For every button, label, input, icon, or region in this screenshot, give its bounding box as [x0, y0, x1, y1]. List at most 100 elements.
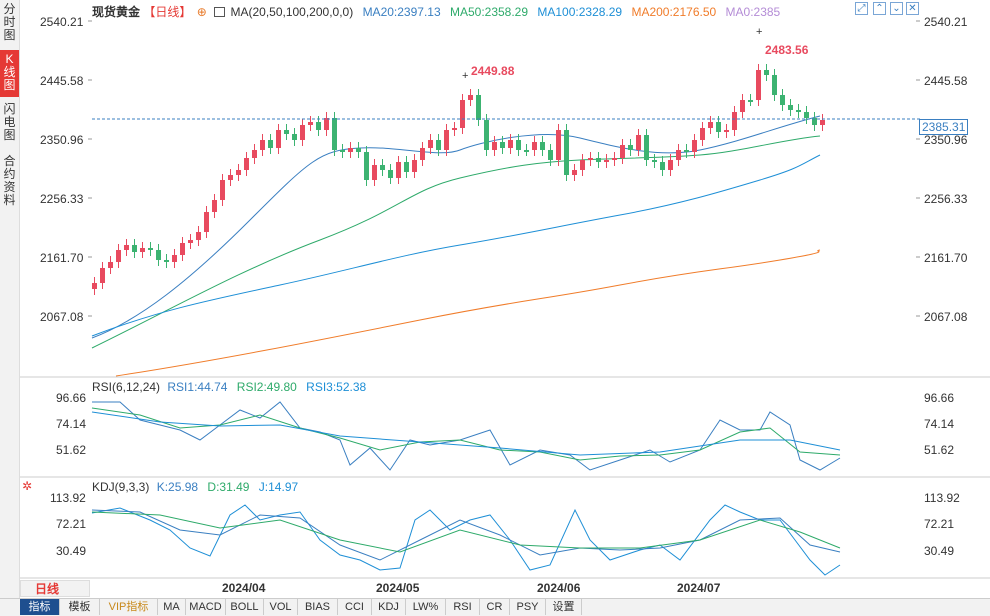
candle-body: [116, 250, 121, 262]
candle-body: [196, 232, 201, 240]
toolbar-rsi[interactable]: RSI: [446, 599, 480, 615]
moving-average-lines: [91, 115, 821, 377]
current-price-label: 2385.31: [919, 119, 969, 135]
tab-char: 资: [3, 180, 16, 194]
candle-body: [708, 122, 713, 128]
kdj-line: [91, 509, 841, 561]
toolbar-cr[interactable]: CR: [480, 599, 510, 615]
candlestick-series: [92, 64, 825, 295]
rsi-tick-left: 96.66: [56, 391, 87, 405]
chevron-down-icon[interactable]: ⌄: [890, 2, 903, 15]
toolbar-templates[interactable]: 模板: [60, 599, 100, 615]
candle-body: [156, 250, 161, 260]
toolbar-vip-indicators[interactable]: VIP指标: [100, 599, 158, 615]
x-axis-label: 2024/06: [537, 581, 581, 595]
chevron-up-icon[interactable]: ⌃: [873, 2, 886, 15]
indicator-settings-icon[interactable]: [214, 7, 226, 17]
candle-body: [436, 140, 441, 150]
rsi-lines: [91, 401, 841, 471]
moving-average-line: [91, 115, 821, 339]
rsi-tick-right: 51.62: [924, 443, 955, 457]
close-icon[interactable]: ✕: [906, 2, 919, 15]
candle-body: [236, 170, 241, 175]
tab-char: 料: [3, 193, 16, 207]
candle-body: [412, 160, 417, 172]
instrument-name: 现货黄金: [92, 5, 141, 19]
moving-average-line: [115, 249, 821, 377]
candle-body: [492, 142, 497, 150]
chart-type-sidebar: 分 时 图 K 线 图 闪 电 图 合 约 资 料: [0, 0, 20, 598]
candle-body: [804, 112, 809, 118]
kline-chart-canvas[interactable]: ++: [20, 0, 990, 580]
kdj-line: [91, 504, 841, 576]
tab-kline[interactable]: K 线 图: [0, 50, 19, 97]
tab-flash-chart[interactable]: 闪 电 图: [0, 100, 19, 147]
candle-body: [124, 245, 129, 250]
toolbar-vol[interactable]: VOL: [264, 599, 298, 615]
toolbar-bias[interactable]: BIAS: [298, 599, 338, 615]
x-axis-label: 2024/07: [677, 581, 721, 595]
toolbar-macd[interactable]: MACD: [186, 599, 226, 615]
tab-contract-info[interactable]: 合 约 资 料: [0, 152, 19, 212]
moving-average-line: [91, 135, 821, 349]
candle-body: [132, 245, 137, 252]
candle-body: [396, 162, 401, 178]
candle-body: [180, 243, 185, 255]
period-tag: 【日线】: [143, 5, 192, 19]
tab-char: 线: [3, 65, 16, 79]
candle-body: [524, 150, 529, 152]
price-tick-left: 2540.21: [40, 15, 84, 29]
price-tick-right: 2067.08: [924, 310, 968, 324]
period-selector[interactable]: 日线: [20, 580, 90, 597]
candle-body: [556, 130, 561, 160]
rsi-tick-left: 74.14: [56, 417, 87, 431]
settings-gear-icon[interactable]: ✲: [22, 479, 33, 493]
candle-body: [460, 100, 465, 128]
candle-body: [612, 158, 617, 160]
candle-body: [324, 118, 329, 130]
toolbar-kdj[interactable]: KDJ: [372, 599, 406, 615]
candle-body: [308, 122, 313, 125]
candle-body: [92, 283, 97, 289]
ma0-value: MA0:2385: [725, 5, 781, 19]
tab-char: 时: [3, 15, 16, 29]
candle-body: [596, 158, 601, 162]
toolbar-cci[interactable]: CCI: [338, 599, 372, 615]
candle-body: [452, 128, 457, 130]
candle-body: [572, 170, 577, 175]
candle-body: [372, 165, 377, 180]
ma50-value: MA50:2358.29: [449, 5, 529, 19]
candle-body: [420, 148, 425, 160]
candle-body: [772, 75, 777, 95]
candle-body: [620, 145, 625, 158]
x-axis-label: 2024/05: [376, 581, 420, 595]
rsi2-value: RSI2:49.80: [236, 380, 297, 394]
toolbar-ma[interactable]: MA: [158, 599, 186, 615]
toolbar-indicators[interactable]: 指标: [20, 599, 60, 615]
price-tick-left: 2445.58: [40, 74, 84, 88]
rsi-tick-right: 74.14: [924, 417, 955, 431]
rsi3-value: RSI3:52.38: [306, 380, 367, 394]
candle-body: [716, 122, 721, 132]
toolbar-boll[interactable]: BOLL: [226, 599, 264, 615]
candle-body: [356, 148, 361, 152]
crosshair-icon[interactable]: ⊕: [196, 5, 207, 19]
tab-char: 电: [3, 115, 16, 129]
toolbar-settings[interactable]: 设置: [546, 599, 582, 615]
tab-timeshare[interactable]: 分 时 图: [0, 0, 19, 47]
ma-params: MA(20,50,100,200,0,0): [230, 5, 354, 19]
kdj-tick-right: 113.92: [924, 491, 960, 505]
candle-body: [148, 248, 153, 250]
candle-body: [628, 145, 633, 150]
candle-body: [276, 130, 281, 148]
expand-icon[interactable]: ⤢: [855, 2, 868, 15]
candle-body: [668, 160, 673, 170]
price-tick-right: 2540.21: [924, 15, 968, 29]
price-tick-left: 2067.08: [40, 310, 84, 324]
candle-body: [788, 105, 793, 110]
candle-body: [388, 170, 393, 178]
toolbar-psy[interactable]: PSY: [510, 599, 546, 615]
indicator-toolbar: 指标 模板 VIP指标 MA MACD BOLL VOL BIAS CCI KD…: [0, 598, 990, 616]
candle-body: [780, 95, 785, 105]
toolbar-lw[interactable]: LW%: [406, 599, 446, 615]
